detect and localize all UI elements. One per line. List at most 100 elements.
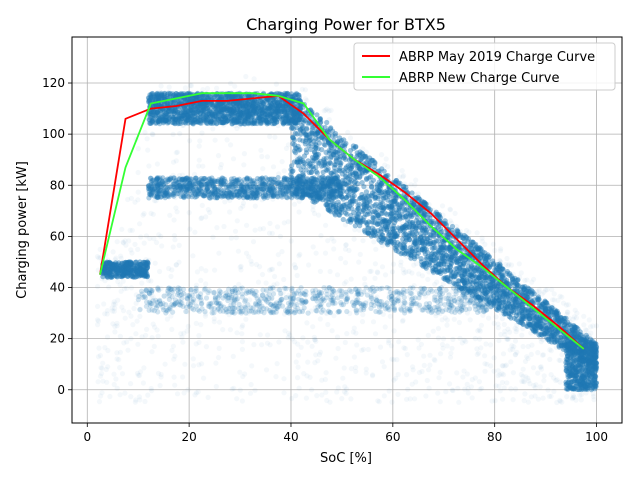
scatter-point [418, 341, 424, 347]
scatter-point [559, 352, 565, 358]
scatter-point [495, 325, 501, 331]
scatter-point [526, 378, 532, 384]
scatter-point [563, 341, 569, 347]
scatter-point [236, 281, 242, 287]
scatter-point [468, 384, 474, 390]
scatter-point [438, 297, 444, 303]
scatter-point [98, 393, 104, 399]
scatter-point [430, 228, 436, 235]
scatter-point [393, 375, 399, 381]
scatter-point [205, 95, 211, 101]
scatter-point [230, 108, 236, 114]
scatter-point [565, 363, 571, 369]
scatter-point [440, 212, 446, 218]
scatter-point [259, 271, 266, 278]
scatter-point [240, 304, 246, 310]
scatter-point [264, 340, 271, 346]
scatter-point [237, 121, 243, 127]
scatter-point [590, 391, 596, 397]
scatter-point [505, 326, 511, 332]
scatter-point [508, 308, 514, 314]
scatter-point [426, 264, 432, 270]
scatter-point [120, 278, 126, 284]
scatter-point [546, 393, 553, 399]
scatter-point [571, 394, 577, 400]
scatter-point [510, 346, 516, 352]
scatter-point [274, 100, 281, 106]
scatter-point [431, 237, 437, 243]
scatter-point [194, 269, 200, 275]
scatter-point [493, 383, 499, 389]
scatter-point [281, 119, 287, 125]
scatter-point [535, 396, 542, 402]
scatter-point [361, 184, 367, 190]
scatter-point [520, 378, 527, 384]
scatter-point [325, 238, 331, 244]
scatter-point [388, 213, 394, 219]
scatter-point [220, 113, 226, 119]
scatter-point [433, 313, 439, 319]
scatter-point [323, 222, 329, 228]
scatter-point [456, 229, 462, 235]
scatter-point [141, 365, 147, 371]
scatter-point [312, 337, 318, 343]
scatter-point [305, 339, 311, 345]
scatter-point [287, 332, 293, 338]
scatter-point [495, 368, 501, 374]
scatter-point [257, 106, 263, 112]
scatter-point [135, 197, 141, 203]
scatter-point [160, 174, 166, 181]
scatter-point [472, 375, 478, 381]
scatter-point [574, 380, 580, 387]
scatter-point [381, 302, 387, 308]
scatter-point [292, 339, 298, 345]
scatter-point [178, 120, 184, 126]
scatter-point [488, 363, 494, 369]
scatter-point [488, 342, 494, 348]
scatter-point [192, 104, 198, 110]
scatter-point [203, 281, 209, 287]
scatter-point [520, 326, 526, 332]
scatter-point [218, 106, 224, 113]
scatter-point [197, 95, 203, 102]
scatter-point [541, 324, 547, 331]
scatter-point [203, 100, 209, 106]
scatter-point [164, 109, 170, 115]
scatter-point [363, 200, 369, 206]
scatter-point [426, 269, 432, 275]
scatter-point [356, 207, 362, 213]
scatter-point [491, 258, 497, 264]
scatter-point [184, 107, 190, 114]
scatter-point [251, 107, 257, 113]
scatter-point [135, 146, 141, 152]
scatter-point [259, 120, 265, 126]
scatter-point [264, 112, 270, 118]
scatter-point [491, 368, 497, 374]
scatter-point [582, 373, 588, 379]
scatter-point [200, 163, 206, 169]
scatter-point [513, 329, 519, 335]
scatter-point [408, 182, 414, 188]
scatter-point [449, 250, 455, 256]
scatter-point [471, 303, 477, 309]
scatter-point [230, 107, 236, 114]
scatter-point [540, 337, 546, 343]
scatter-point [466, 229, 472, 235]
scatter-point [186, 109, 192, 115]
scatter-point [367, 268, 373, 275]
scatter-point [133, 300, 139, 306]
scatter-point [537, 320, 543, 326]
scatter-point [181, 122, 187, 128]
scatter-point [491, 301, 497, 307]
scatter-point [352, 210, 359, 216]
scatter-point [312, 360, 318, 366]
scatter-point [191, 107, 197, 113]
scatter-point [180, 172, 186, 178]
scatter-point [236, 117, 242, 123]
scatter-point [562, 368, 569, 374]
scatter-point [444, 258, 450, 264]
scatter-point [119, 226, 125, 232]
scatter-point [557, 293, 563, 299]
scatter-point [379, 264, 386, 270]
scatter-point [394, 357, 400, 363]
